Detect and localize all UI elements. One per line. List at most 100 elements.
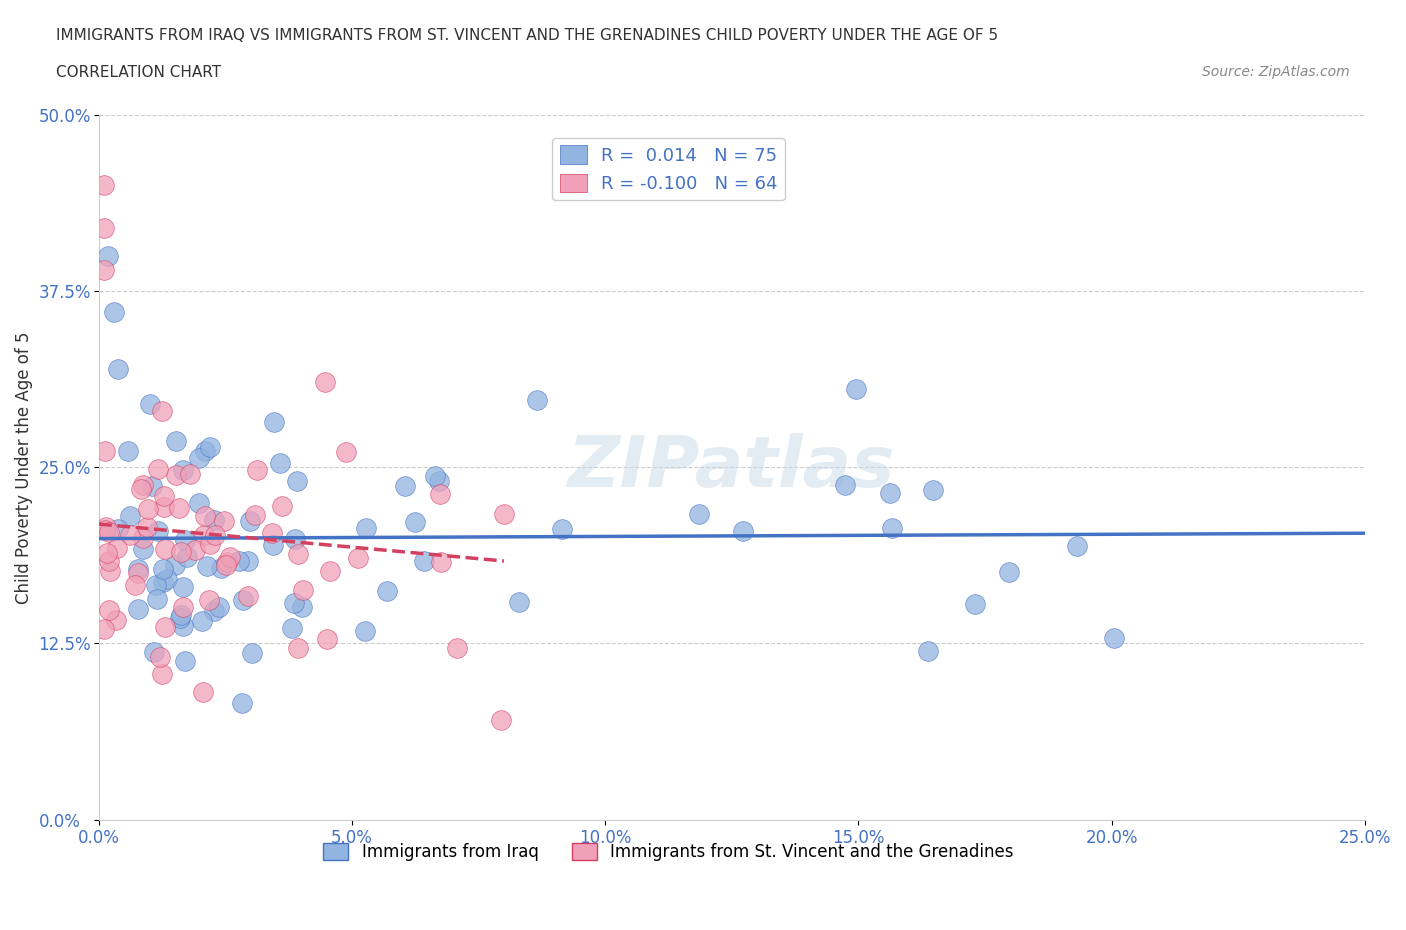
Point [834,477,856,492]
Point [103,305,125,320]
Point [292,582,315,597]
Point [135,519,157,534]
Point [97,602,120,617]
Point [246,463,269,478]
Point [375,583,398,598]
Point [232,592,254,607]
Point [120,527,142,542]
Point [963,596,986,611]
Point [172,600,194,615]
Point [285,473,308,488]
Point [165,433,187,448]
Point [150,666,173,681]
Point [263,415,285,430]
Point [845,381,868,396]
Point [394,479,416,494]
Point [204,527,226,542]
Point [179,467,201,482]
Point [245,507,267,522]
Point [98,525,121,540]
Point [194,509,217,524]
Point [148,462,170,477]
Point [423,469,446,484]
Point [193,527,215,542]
Point [141,479,163,494]
Point [354,624,377,639]
Point [228,554,250,569]
Point [139,396,162,411]
Point [200,537,222,551]
Point [94,444,117,458]
Point [97,554,120,569]
Point [152,488,174,503]
Point [124,578,146,592]
Point [188,450,211,465]
Point [127,566,149,581]
Point [132,478,155,493]
Point [176,550,198,565]
Point [209,561,232,576]
Point [281,620,304,635]
Point [148,523,170,538]
Point [202,604,225,618]
Point [169,611,191,626]
Point [173,654,195,669]
Point [93,621,115,636]
Point [430,555,453,570]
Point [117,444,139,458]
Point [316,631,339,646]
Point [236,589,259,604]
Text: ZIPatlas: ZIPatlas [568,432,896,502]
Point [284,532,307,547]
Point [165,467,187,482]
Point [184,542,207,557]
Point [335,445,357,459]
Text: CORRELATION CHART: CORRELATION CHART [56,65,221,80]
Point [132,530,155,545]
Point [191,684,214,699]
Point [155,619,177,634]
Point [240,645,263,660]
Point [287,640,309,655]
Point [98,564,121,578]
Point [508,594,530,609]
Point [145,578,167,592]
Point [354,521,377,536]
Text: Source: ZipAtlas.com: Source: ZipAtlas.com [1202,65,1350,79]
Point [314,375,336,390]
Point [94,523,117,538]
Point [231,696,253,711]
Point [152,562,174,577]
Point [998,565,1021,579]
Point [169,500,191,515]
Point [150,404,173,418]
Point [921,483,943,498]
Point [291,600,314,615]
Point [197,559,219,574]
Y-axis label: Child Poverty Under the Age of 5: Child Poverty Under the Age of 5 [15,331,32,604]
Point [270,498,292,513]
Point [127,562,149,577]
Point [551,522,574,537]
Point [218,549,240,564]
Point [129,482,152,497]
Point [105,540,128,555]
Point [731,524,754,538]
Point [163,557,186,572]
Text: IMMIGRANTS FROM IRAQ VS IMMIGRANTS FROM ST. VINCENT AND THE GRENADINES CHILD POV: IMMIGRANTS FROM IRAQ VS IMMIGRANTS FROM … [56,28,998,43]
Point [152,499,174,514]
Point [149,649,172,664]
Point [446,641,468,656]
Point [688,507,710,522]
Point [200,439,222,454]
Point [191,613,214,628]
Point [93,178,115,193]
Point [917,643,939,658]
Point [1102,631,1125,645]
Point [318,564,340,578]
Point [156,572,179,587]
Point [170,544,193,559]
Point [198,592,221,607]
Point [105,612,128,627]
Point [880,521,903,536]
